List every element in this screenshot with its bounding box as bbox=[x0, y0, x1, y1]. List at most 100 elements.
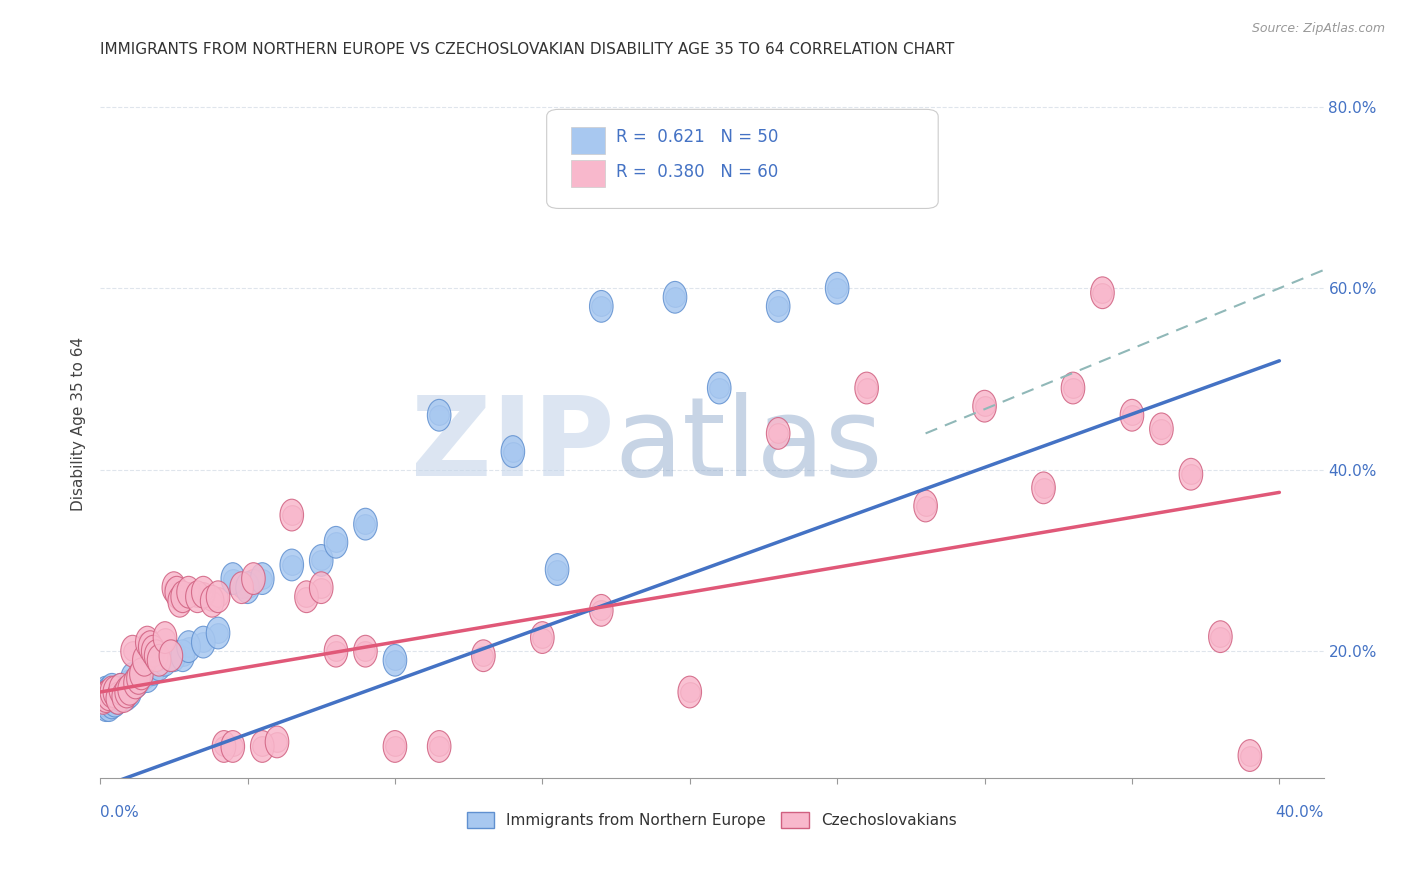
Point bbox=[281, 508, 304, 522]
Ellipse shape bbox=[212, 731, 236, 763]
Ellipse shape bbox=[148, 648, 172, 681]
Point bbox=[148, 653, 170, 667]
Ellipse shape bbox=[280, 500, 304, 531]
Point bbox=[124, 676, 146, 690]
Ellipse shape bbox=[121, 663, 145, 694]
Ellipse shape bbox=[530, 622, 554, 654]
Ellipse shape bbox=[135, 661, 159, 692]
Legend: Immigrants from Northern Europe, Czechoslovakians: Immigrants from Northern Europe, Czechos… bbox=[461, 806, 963, 834]
Ellipse shape bbox=[266, 726, 288, 758]
Ellipse shape bbox=[94, 685, 118, 717]
Point bbox=[222, 572, 245, 586]
Point bbox=[766, 426, 789, 441]
Point bbox=[1209, 630, 1232, 644]
Point bbox=[325, 535, 347, 549]
Ellipse shape bbox=[105, 682, 129, 714]
Point bbox=[139, 640, 162, 654]
Point bbox=[172, 648, 194, 663]
Text: ZIP: ZIP bbox=[411, 392, 614, 499]
Ellipse shape bbox=[1150, 413, 1173, 445]
Point bbox=[104, 688, 127, 702]
Ellipse shape bbox=[110, 681, 132, 713]
Ellipse shape bbox=[167, 585, 191, 617]
Point bbox=[121, 644, 143, 658]
Point bbox=[107, 691, 129, 706]
Point bbox=[177, 585, 200, 599]
Ellipse shape bbox=[295, 581, 318, 613]
Ellipse shape bbox=[145, 640, 167, 672]
Point bbox=[664, 290, 686, 304]
Point bbox=[222, 739, 245, 754]
Point bbox=[169, 594, 191, 608]
Ellipse shape bbox=[236, 572, 259, 604]
Point bbox=[172, 590, 194, 604]
Ellipse shape bbox=[1062, 372, 1085, 404]
Ellipse shape bbox=[250, 731, 274, 763]
Ellipse shape bbox=[242, 563, 266, 594]
Ellipse shape bbox=[191, 626, 215, 658]
Ellipse shape bbox=[148, 644, 172, 676]
Text: 0.0%: 0.0% bbox=[100, 805, 139, 820]
Point bbox=[825, 281, 848, 295]
Point bbox=[101, 682, 124, 697]
Point bbox=[354, 517, 377, 532]
Point bbox=[186, 590, 208, 604]
Ellipse shape bbox=[118, 670, 142, 701]
Point bbox=[193, 585, 215, 599]
Ellipse shape bbox=[105, 682, 129, 714]
Ellipse shape bbox=[221, 563, 245, 594]
Point bbox=[193, 635, 215, 649]
Text: atlas: atlas bbox=[614, 392, 883, 499]
Ellipse shape bbox=[1239, 739, 1261, 772]
Point bbox=[115, 685, 138, 699]
Ellipse shape bbox=[501, 435, 524, 467]
Point bbox=[160, 648, 183, 663]
Ellipse shape bbox=[165, 576, 188, 608]
Point bbox=[1150, 422, 1173, 436]
Point bbox=[354, 644, 377, 658]
Ellipse shape bbox=[309, 544, 333, 576]
Ellipse shape bbox=[153, 644, 177, 676]
Text: 40.0%: 40.0% bbox=[1275, 805, 1323, 820]
Point bbox=[252, 739, 274, 754]
Point bbox=[1062, 381, 1084, 395]
Point bbox=[1180, 467, 1202, 482]
FancyBboxPatch shape bbox=[571, 127, 606, 154]
Ellipse shape bbox=[177, 631, 201, 663]
Ellipse shape bbox=[115, 679, 138, 711]
Ellipse shape bbox=[142, 635, 165, 667]
Point bbox=[591, 299, 613, 313]
Ellipse shape bbox=[766, 417, 790, 450]
Ellipse shape bbox=[103, 676, 127, 708]
Point bbox=[131, 666, 153, 681]
Ellipse shape bbox=[207, 581, 229, 613]
Point bbox=[531, 631, 554, 645]
Point bbox=[472, 648, 495, 663]
Ellipse shape bbox=[664, 281, 686, 313]
Point bbox=[118, 682, 141, 697]
Point bbox=[201, 594, 224, 608]
Ellipse shape bbox=[115, 676, 138, 708]
Ellipse shape bbox=[127, 663, 150, 694]
Point bbox=[679, 685, 702, 699]
Ellipse shape bbox=[97, 682, 121, 714]
Point bbox=[136, 670, 159, 684]
Ellipse shape bbox=[707, 372, 731, 404]
Ellipse shape bbox=[105, 676, 129, 708]
Point bbox=[236, 581, 259, 595]
Point bbox=[163, 648, 186, 663]
Point bbox=[110, 682, 132, 697]
Ellipse shape bbox=[132, 644, 156, 676]
Ellipse shape bbox=[100, 676, 124, 708]
Ellipse shape bbox=[325, 526, 347, 558]
Point bbox=[110, 690, 132, 704]
Point bbox=[1032, 481, 1054, 495]
Point bbox=[145, 648, 167, 663]
Point bbox=[166, 585, 188, 599]
Point bbox=[231, 581, 253, 595]
Point bbox=[1121, 409, 1143, 423]
Point bbox=[1239, 748, 1261, 763]
Ellipse shape bbox=[121, 635, 145, 667]
Ellipse shape bbox=[914, 490, 938, 522]
Ellipse shape bbox=[103, 679, 127, 711]
